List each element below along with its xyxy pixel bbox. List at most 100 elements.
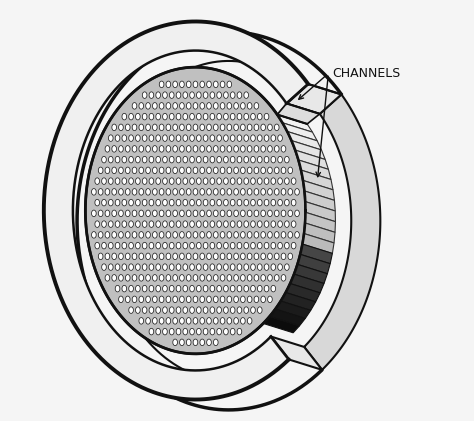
Ellipse shape (186, 317, 191, 324)
Ellipse shape (153, 253, 157, 260)
Ellipse shape (251, 156, 255, 163)
Ellipse shape (153, 210, 157, 217)
Ellipse shape (247, 103, 252, 109)
Ellipse shape (149, 264, 154, 270)
Ellipse shape (149, 285, 154, 292)
Ellipse shape (139, 232, 144, 238)
Ellipse shape (112, 124, 117, 131)
Ellipse shape (271, 135, 275, 141)
Ellipse shape (234, 146, 238, 152)
Ellipse shape (139, 253, 144, 260)
Ellipse shape (261, 253, 265, 260)
Ellipse shape (109, 178, 113, 184)
Ellipse shape (118, 146, 123, 152)
Ellipse shape (261, 296, 265, 303)
Ellipse shape (156, 178, 161, 184)
Ellipse shape (95, 242, 100, 249)
Ellipse shape (213, 317, 218, 324)
Ellipse shape (227, 81, 232, 88)
Ellipse shape (105, 210, 110, 217)
Ellipse shape (210, 135, 215, 141)
Ellipse shape (220, 146, 225, 152)
Ellipse shape (169, 264, 174, 270)
Ellipse shape (284, 264, 289, 270)
Ellipse shape (102, 200, 106, 206)
Ellipse shape (183, 113, 188, 120)
Ellipse shape (213, 124, 218, 131)
Ellipse shape (237, 200, 242, 206)
Ellipse shape (227, 232, 232, 238)
Ellipse shape (251, 242, 255, 249)
Ellipse shape (257, 156, 262, 163)
Ellipse shape (237, 156, 242, 163)
Polygon shape (304, 223, 335, 243)
Ellipse shape (193, 103, 198, 109)
Ellipse shape (230, 200, 235, 206)
Ellipse shape (284, 156, 289, 163)
Ellipse shape (149, 242, 154, 249)
Ellipse shape (237, 113, 242, 120)
Ellipse shape (261, 146, 265, 152)
Ellipse shape (180, 103, 184, 109)
Ellipse shape (237, 242, 242, 249)
Ellipse shape (261, 210, 265, 217)
Ellipse shape (292, 178, 296, 184)
Ellipse shape (142, 135, 147, 141)
Ellipse shape (180, 167, 184, 173)
Ellipse shape (183, 285, 188, 292)
Ellipse shape (153, 146, 157, 152)
Ellipse shape (268, 274, 272, 281)
Ellipse shape (169, 307, 174, 313)
Ellipse shape (244, 135, 248, 141)
Ellipse shape (281, 146, 286, 152)
Ellipse shape (159, 189, 164, 195)
Ellipse shape (210, 200, 215, 206)
Ellipse shape (247, 189, 252, 195)
Ellipse shape (220, 81, 225, 88)
Ellipse shape (122, 178, 127, 184)
Ellipse shape (224, 156, 228, 163)
Ellipse shape (217, 264, 221, 270)
Ellipse shape (149, 92, 154, 99)
Ellipse shape (210, 113, 215, 120)
Ellipse shape (176, 221, 181, 227)
Ellipse shape (126, 189, 130, 195)
Ellipse shape (213, 274, 218, 281)
Ellipse shape (146, 210, 150, 217)
Polygon shape (305, 202, 336, 222)
Ellipse shape (197, 178, 201, 184)
Ellipse shape (210, 264, 215, 270)
Ellipse shape (264, 200, 269, 206)
Ellipse shape (129, 178, 133, 184)
Ellipse shape (98, 232, 103, 238)
Ellipse shape (109, 264, 113, 270)
Ellipse shape (146, 124, 150, 131)
Ellipse shape (183, 242, 188, 249)
Ellipse shape (136, 307, 140, 313)
Ellipse shape (122, 200, 127, 206)
Ellipse shape (278, 178, 283, 184)
Ellipse shape (271, 221, 275, 227)
Ellipse shape (264, 285, 269, 292)
Ellipse shape (190, 285, 194, 292)
Ellipse shape (102, 221, 106, 227)
Ellipse shape (129, 264, 133, 270)
Ellipse shape (115, 200, 120, 206)
Ellipse shape (257, 221, 262, 227)
Ellipse shape (268, 146, 272, 152)
Ellipse shape (210, 221, 215, 227)
Ellipse shape (176, 200, 181, 206)
Ellipse shape (268, 210, 272, 217)
Ellipse shape (173, 146, 177, 152)
Ellipse shape (136, 113, 140, 120)
Ellipse shape (142, 307, 147, 313)
Ellipse shape (129, 221, 133, 227)
Ellipse shape (166, 103, 171, 109)
Ellipse shape (257, 285, 262, 292)
Ellipse shape (105, 274, 110, 281)
Ellipse shape (217, 92, 221, 99)
Ellipse shape (193, 189, 198, 195)
Ellipse shape (149, 156, 154, 163)
Ellipse shape (166, 232, 171, 238)
Ellipse shape (146, 296, 150, 303)
